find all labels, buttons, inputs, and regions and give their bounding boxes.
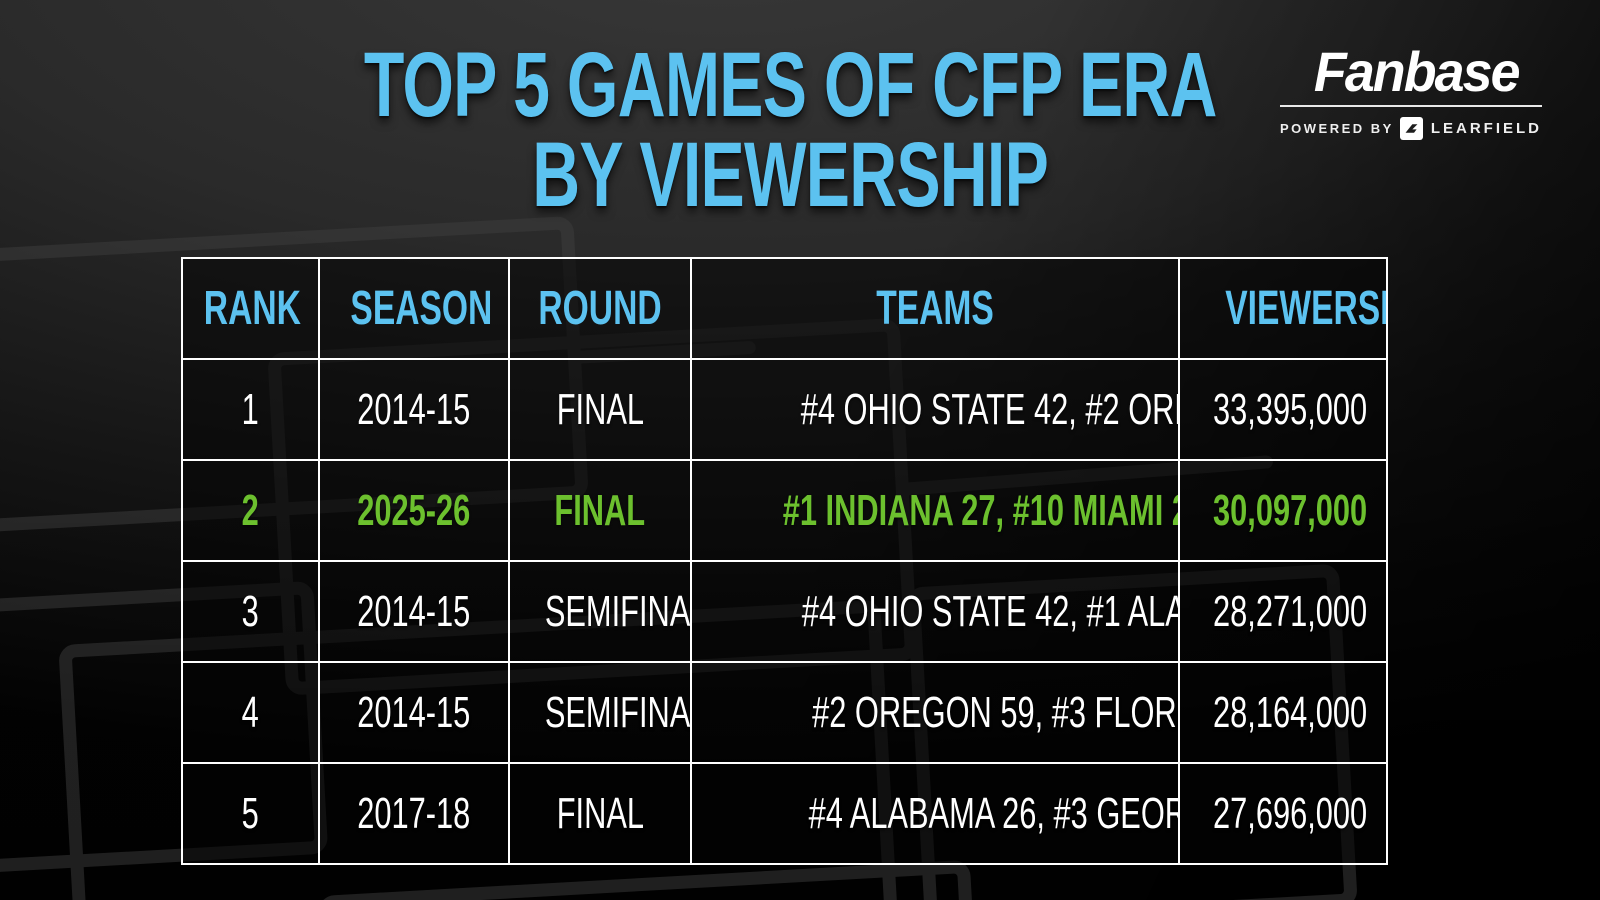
fanbase-logo: Fanbase POWERED BY LEARFIELD bbox=[1280, 44, 1542, 140]
cell-teams: #4 OHIO STATE 42, #2 OREGON 20 bbox=[690, 358, 1180, 461]
viewership-table: RANK SEASON ROUND TEAMS VIEWERSHIP 12014… bbox=[181, 257, 1388, 865]
cell-season: 2014-15 bbox=[318, 560, 510, 663]
learfield-group: LEARFIELD bbox=[1399, 117, 1542, 140]
cell-viewership: 28,164,000 bbox=[1178, 661, 1388, 764]
cell-viewership: 30,097,000 bbox=[1178, 459, 1388, 562]
column-header-teams: TEAMS bbox=[690, 257, 1180, 360]
cell-round: FINAL bbox=[508, 459, 692, 562]
cell-rank: 1 bbox=[181, 358, 320, 461]
page-title: TOP 5 GAMES OF CFP ERA BY VIEWERSHIP bbox=[0, 34, 1580, 227]
column-header-season: SEASON bbox=[318, 257, 510, 360]
cell-rank: 5 bbox=[181, 762, 320, 865]
powered-by-label: POWERED BY bbox=[1280, 121, 1394, 136]
cell-viewership: 33,395,000 bbox=[1178, 358, 1388, 461]
cell-rank: 3 bbox=[181, 560, 320, 663]
cell-round: FINAL bbox=[508, 358, 692, 461]
table-row: 2 2025-26 FINAL #1 INDIANA 27, #10 MIAMI 21… bbox=[181, 459, 1388, 562]
cell-teams: #4 OHIO STATE 42, #1 ALABAMA 35 bbox=[690, 560, 1180, 663]
cell-round: SEMIFINAL bbox=[508, 560, 692, 663]
column-header-rank: RANK bbox=[181, 257, 320, 360]
fanbase-wordmark: Fanbase bbox=[1313, 40, 1521, 103]
column-header-round: ROUND bbox=[508, 257, 692, 360]
cell-season: 2014-15 bbox=[318, 661, 510, 764]
cell-season: 2025-26 bbox=[318, 459, 510, 562]
cell-viewership: 28,271,000 bbox=[1178, 560, 1388, 663]
cell-teams: #1 INDIANA 27, #10 MIAMI 21 bbox=[690, 459, 1180, 562]
cell-rank: 4 bbox=[181, 661, 320, 764]
cell-round: FINAL bbox=[508, 762, 692, 865]
cell-rank: 2 bbox=[181, 459, 320, 562]
logo-underline bbox=[1280, 105, 1542, 107]
learfield-label: LEARFIELD bbox=[1430, 120, 1542, 137]
column-header-viewership: VIEWERSHIP bbox=[1178, 257, 1388, 360]
cell-round: SEMIFINAL bbox=[508, 661, 692, 764]
cell-teams: #4 ALABAMA 26, #3 GEORGIA 23 (OT) bbox=[690, 762, 1180, 865]
title-line-1: TOP 5 GAMES OF CFP ERA bbox=[363, 34, 1218, 136]
cell-viewership: 27,696,000 bbox=[1178, 762, 1388, 865]
title-line-2: BY VIEWERSHIP bbox=[532, 124, 1048, 227]
table-header-row: RANK SEASON ROUND TEAMS VIEWERSHIP bbox=[181, 257, 1388, 360]
learfield-bolt-icon bbox=[1399, 117, 1423, 140]
cell-season: 2017-18 bbox=[318, 762, 510, 865]
logo-subline: POWERED BY LEARFIELD bbox=[1280, 117, 1542, 140]
cell-teams: #2 OREGON 59, #3 FLORIDA STATE 20 bbox=[690, 661, 1180, 764]
cell-season: 2014-15 bbox=[318, 358, 510, 461]
